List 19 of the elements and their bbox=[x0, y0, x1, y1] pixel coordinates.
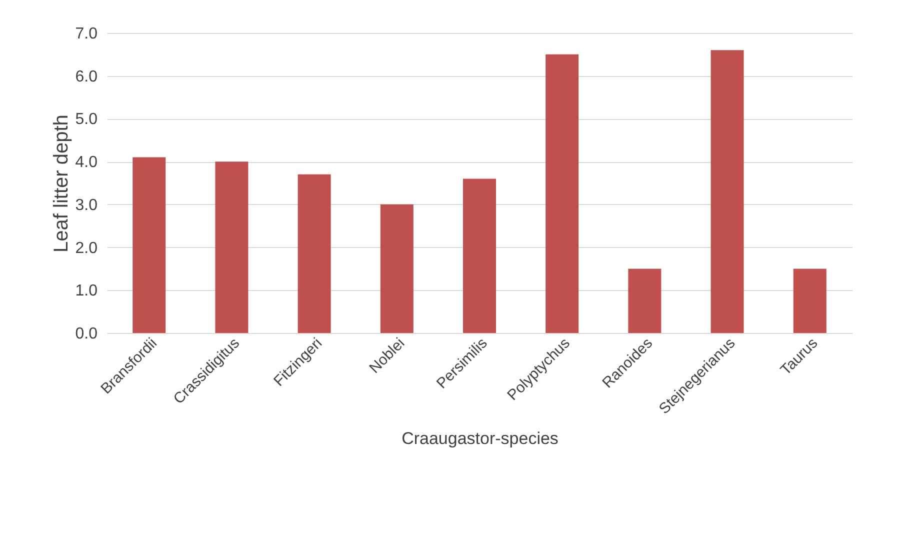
bar bbox=[215, 162, 248, 333]
y-tick-label: 1.0 bbox=[75, 282, 98, 300]
bar bbox=[710, 50, 744, 333]
bar bbox=[463, 178, 496, 333]
y-tick-label: 7.0 bbox=[75, 26, 98, 42]
bar bbox=[132, 157, 166, 333]
bar bbox=[546, 54, 579, 333]
bar bbox=[298, 174, 331, 333]
y-tick-label: 3.0 bbox=[75, 196, 98, 214]
y-tick-label: 2.0 bbox=[75, 240, 98, 257]
y-tick-label: 0.0 bbox=[75, 326, 98, 342]
y-axis-title: Leaf litter depth bbox=[50, 114, 72, 252]
bar bbox=[380, 204, 414, 333]
y-tick-label: 5.0 bbox=[75, 111, 98, 128]
x-axis-title: Craaugastor-species bbox=[402, 428, 558, 448]
bar bbox=[793, 268, 826, 333]
bar bbox=[628, 268, 662, 333]
y-tick-label: 6.0 bbox=[75, 68, 98, 86]
y-tick-label: 4.0 bbox=[75, 154, 98, 172]
